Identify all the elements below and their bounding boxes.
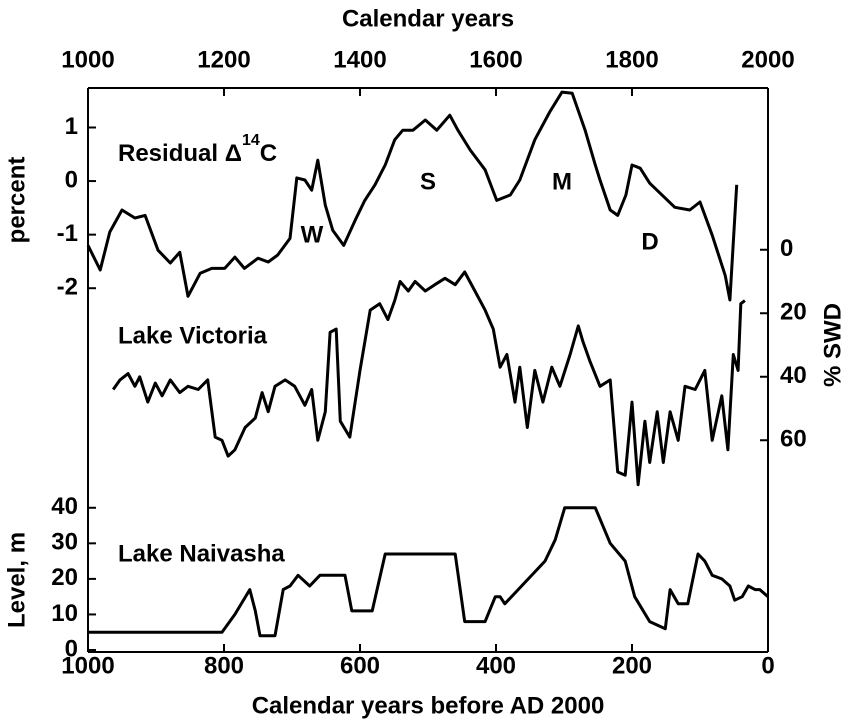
y2-tick-label: 60 [780, 426, 807, 453]
y2-tick-label: 40 [780, 362, 807, 389]
x-tick-label: 0 [761, 652, 774, 679]
y2-tick-label: 20 [780, 299, 807, 326]
x-tick-label: 200 [612, 652, 652, 679]
y2-axis-label: % SWD [819, 303, 846, 387]
x-tick-label: 400 [476, 652, 516, 679]
label-part: Residual Δ [118, 140, 242, 167]
series-label: Lake Victoria [118, 322, 268, 349]
series-label: Residual Δ14C [118, 132, 277, 167]
x-tick-label: 1000 [61, 652, 114, 679]
x2-tick-label: 1200 [197, 46, 250, 73]
y-tick-label: 1 [65, 113, 78, 140]
y-tick-label: 0 [65, 166, 78, 193]
series-line [86, 90, 739, 302]
series-line [88, 506, 769, 638]
annotation: S [420, 168, 436, 195]
y3-tick-label: 30 [51, 529, 78, 556]
x-tick-label: 600 [340, 652, 380, 679]
y3-tick-label: 10 [51, 600, 78, 627]
y3-tick-label: 40 [51, 493, 78, 520]
annotation: D [641, 228, 658, 255]
plot-frame [87, 87, 769, 653]
x2-tick-label: 1800 [605, 46, 658, 73]
x2-tick-label: 2000 [741, 46, 794, 73]
y3-tick-label: 0 [65, 635, 78, 662]
series-label: Lake Naivasha [118, 540, 285, 567]
label-part: C [260, 140, 277, 167]
y2-tick-label: 0 [780, 235, 793, 262]
x2-axis-label: Calendar years [342, 5, 514, 32]
x-tick-label: 800 [204, 652, 244, 679]
x2-tick-label: 1000 [61, 46, 114, 73]
label-part: 14 [242, 132, 260, 149]
x-axis-label: Calendar years before AD 2000 [252, 692, 605, 719]
x2-tick-label: 1400 [333, 46, 386, 73]
annotation: M [552, 168, 572, 195]
y3-axis-label: Level, m [3, 532, 30, 628]
y-tick-label: -2 [57, 274, 78, 301]
y-tick-label: -1 [57, 220, 78, 247]
annotation: W [301, 221, 324, 248]
y3-tick-label: 20 [51, 564, 78, 591]
series-line [111, 270, 746, 487]
x2-tick-label: 1600 [469, 46, 522, 73]
y-axis-label: percent [3, 157, 30, 244]
